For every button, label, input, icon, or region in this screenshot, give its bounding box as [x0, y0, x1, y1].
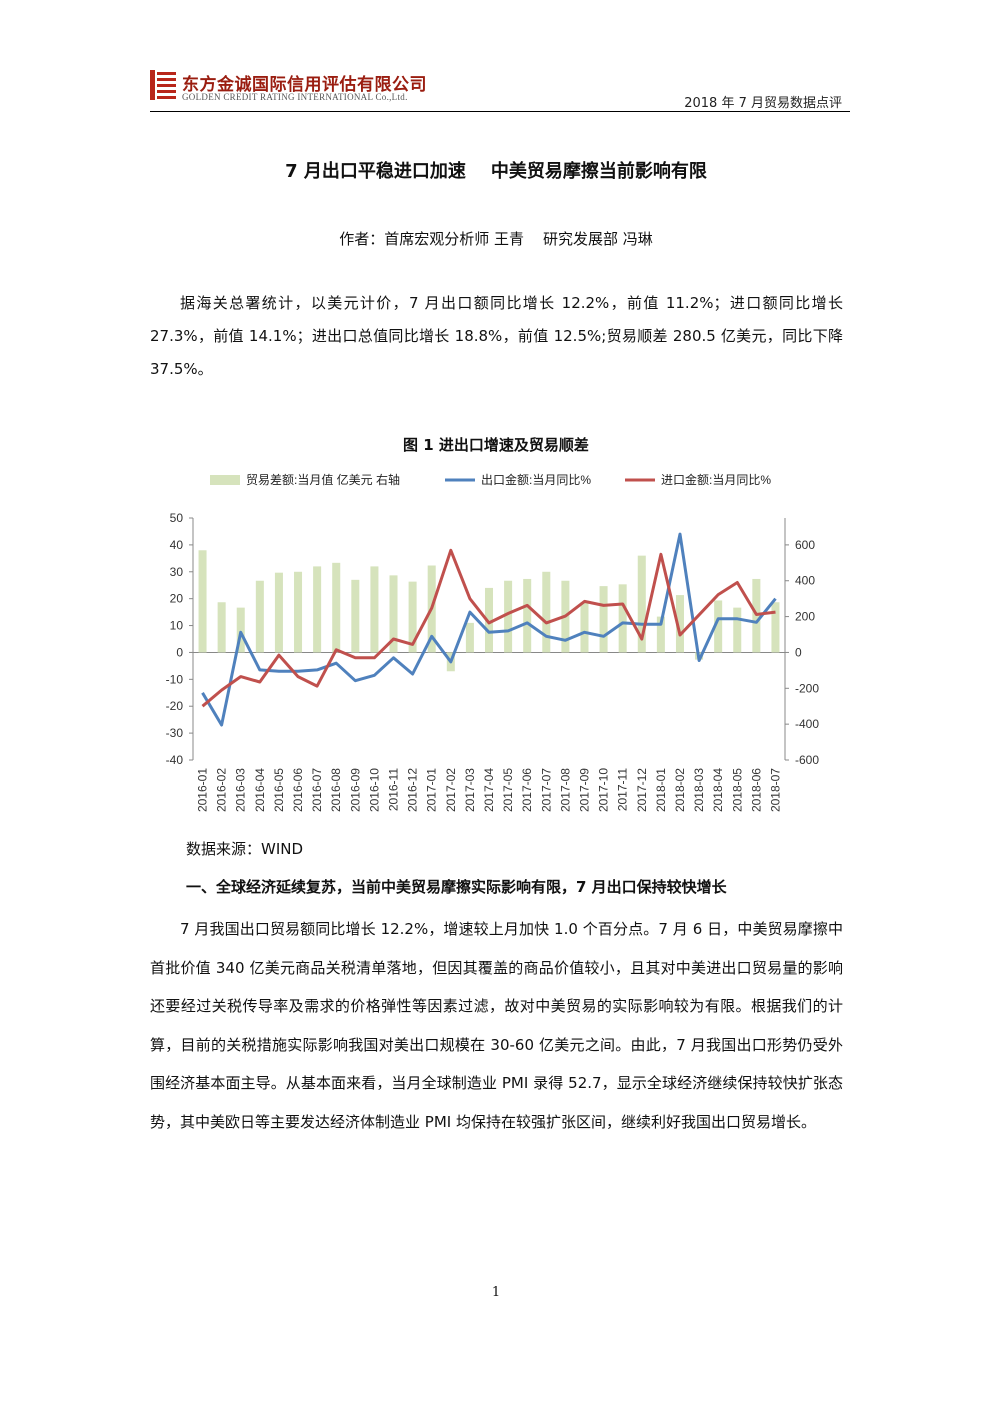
x-axis-tick-label: 2016-11	[387, 768, 401, 811]
x-axis-tick-label: 2017-11	[616, 768, 630, 811]
balance-bar	[370, 566, 379, 653]
report-label: 2018 年 7 月贸易数据点评	[684, 96, 842, 111]
right-axis-tick-label: -200	[795, 681, 819, 695]
x-axis-tick-label: 2018-06	[749, 768, 763, 812]
balance-bar	[675, 595, 684, 653]
x-axis-tick-label: 2018-03	[692, 768, 706, 812]
right-axis-tick-label: 400	[795, 574, 815, 588]
x-axis-tick-label: 2017-01	[425, 768, 439, 812]
left-axis-tick-label: 10	[170, 619, 184, 633]
balance-bar	[408, 581, 417, 653]
balance-bar	[332, 562, 341, 653]
x-axis-tick-label: 2016-01	[196, 768, 210, 812]
x-axis-tick-label: 2016-06	[291, 768, 305, 812]
balance-bar	[523, 578, 532, 653]
right-axis-tick-label: -600	[795, 753, 819, 767]
balance-bar	[771, 602, 780, 653]
legend-swatch-balance	[210, 475, 240, 485]
x-axis-tick-label: 2017-02	[444, 768, 458, 812]
left-axis-tick-label: 30	[170, 565, 184, 579]
x-axis-tick-label: 2016-12	[406, 768, 420, 812]
x-axis-tick-label: 2017-08	[558, 768, 572, 812]
right-axis-tick-label: 0	[795, 645, 802, 659]
author-line: 作者：首席宏观分析师 王青 研究发展部 冯琳	[339, 230, 653, 248]
x-axis-tick-label: 2018-04	[711, 768, 725, 812]
balance-bar	[656, 616, 665, 653]
x-axis-tick-label: 2017-05	[501, 768, 515, 812]
left-axis-tick-label: -40	[166, 753, 184, 767]
page-number: 1	[491, 1285, 501, 1300]
section-heading: 一、全球经济延续复苏，当前中美贸易摩擦实际影响有限，7 月出口保持较快增长	[186, 878, 727, 896]
balance-bar	[217, 602, 226, 653]
balance-bar	[580, 602, 589, 653]
intro-paragraph: 据海关总署统计，以美元计价，7 月出口额同比增长 12.2%，前值 11.2%；…	[150, 294, 843, 378]
left-axis-tick-label: 0	[176, 645, 183, 659]
trade-chart: 50 40 30 20 10 0 -10 -20 -30 -40 600 400 200 0 -200 -40…	[166, 472, 820, 812]
balance-bar	[313, 566, 322, 653]
balance-bar	[198, 550, 207, 653]
left-axis-tick-label: -30	[166, 726, 184, 740]
x-axis-tick-label: 2018-01	[654, 768, 668, 812]
balance-bar	[504, 580, 513, 653]
company-logo	[150, 70, 176, 100]
left-axis-tick-label: 20	[170, 592, 184, 606]
right-axis-tick-label: -400	[795, 717, 819, 731]
balance-bar	[255, 580, 264, 653]
header-divider	[150, 111, 850, 112]
x-axis-tick-label: 2016-04	[253, 768, 267, 812]
balance-bar	[389, 575, 398, 653]
x-axis-tick-label: 2016-09	[348, 768, 362, 812]
balance-bar	[465, 622, 474, 653]
legend-label: 贸易差额:当月值 亿美元 右轴	[246, 472, 400, 487]
import-yoy-line	[201, 548, 776, 708]
x-axis-tick-label: 2017-03	[463, 768, 477, 812]
legend-label: 进口金额:当月同比%	[661, 472, 771, 487]
balance-bar	[484, 587, 494, 653]
balance-bar	[637, 555, 646, 653]
figure-caption: 图 1 进出口增速及贸易顺差	[403, 436, 589, 454]
company-name-cn: 东方金诚国际信用评估有限公司	[182, 75, 427, 95]
left-axis-tick-label: -20	[166, 699, 184, 713]
legend-label: 出口金额:当月同比%	[481, 472, 591, 487]
x-axis-tick-label: 2017-09	[577, 768, 591, 812]
x-axis-tick-label: 2016-02	[215, 768, 229, 812]
right-axis-tick-label: 600	[795, 538, 815, 552]
body-paragraph: 7 月我国出口贸易额同比增长 12.2%，增速较上月加快 1.0 个百分点。7 …	[150, 920, 843, 1131]
x-axis-tick-label: 2017-04	[482, 768, 496, 812]
company-name-en: GOLDEN CREDIT RATING INTERNATIONAL Co.,L…	[182, 92, 408, 102]
export-yoy-line	[201, 532, 777, 727]
balance-bar	[599, 586, 608, 653]
x-axis-tick-label: 2016-07	[310, 768, 324, 812]
x-axis-tick-label: 2017-06	[520, 768, 534, 812]
x-axis-tick-label: 2016-08	[329, 768, 343, 812]
x-axis-tick-label: 2017-10	[597, 768, 611, 812]
balance-bar	[714, 600, 723, 653]
x-axis-tick-label: 2016-10	[367, 768, 381, 812]
left-axis-tick-label: 40	[170, 538, 184, 552]
x-axis-tick-label: 2018-02	[673, 768, 687, 812]
right-axis-tick-label: 200	[795, 610, 815, 624]
balance-bar	[294, 571, 303, 653]
x-axis-tick-label: 2016-03	[234, 768, 248, 812]
x-axis-tick-label: 2016-05	[272, 768, 286, 812]
left-axis-tick-label: -10	[166, 672, 184, 686]
document-title: 7 月出口平稳进口加速 中美贸易摩擦当前影响有限	[285, 161, 707, 182]
balance-bar	[236, 607, 245, 653]
left-axis-tick-label: 50	[170, 511, 184, 525]
balance-bar	[733, 607, 742, 653]
balance-bar	[542, 571, 551, 653]
x-axis-tick-label: 2017-12	[635, 768, 649, 812]
x-axis-tick-label: 2018-05	[730, 768, 744, 812]
x-axis-tick-label: 2018-07	[768, 768, 782, 812]
balance-bar	[351, 579, 360, 653]
data-source: 数据来源：WIND	[186, 840, 304, 858]
balance-bar	[274, 572, 283, 653]
balance-bar	[618, 584, 627, 653]
x-axis-tick-label: 2017-07	[539, 768, 553, 812]
